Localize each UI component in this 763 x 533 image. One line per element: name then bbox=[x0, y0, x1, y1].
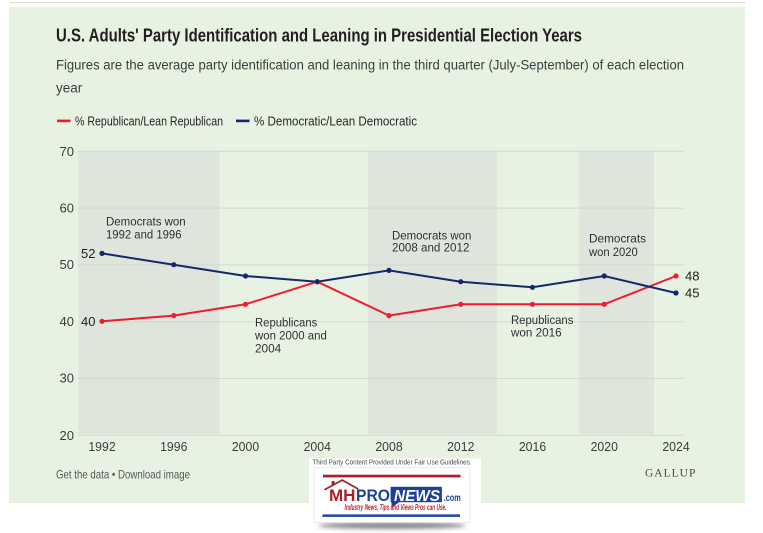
svg-text:48: 48 bbox=[685, 269, 699, 284]
svg-text:2004: 2004 bbox=[255, 342, 281, 356]
svg-text:Democrats won: Democrats won bbox=[392, 228, 471, 242]
svg-text:U.S. Adults' Party Identificat: U.S. Adults' Party Identification and Le… bbox=[56, 26, 582, 46]
svg-text:30: 30 bbox=[60, 370, 74, 385]
svg-text:year: year bbox=[56, 81, 83, 96]
svg-text:won 2020: won 2020 bbox=[588, 245, 638, 259]
svg-text:2024: 2024 bbox=[662, 440, 689, 454]
svg-text:GALLUP: GALLUP bbox=[645, 468, 696, 480]
svg-text:Third Party Content Provided U: Third Party Content Provided Under Fair … bbox=[313, 458, 472, 467]
svg-text:Republicans: Republicans bbox=[255, 316, 317, 330]
svg-text:52: 52 bbox=[81, 246, 95, 261]
svg-text:2004: 2004 bbox=[304, 440, 331, 454]
svg-text:2016: 2016 bbox=[519, 440, 546, 454]
svg-text:2000: 2000 bbox=[232, 440, 259, 454]
svg-text:Democrats won: Democrats won bbox=[106, 215, 186, 229]
svg-text:60: 60 bbox=[60, 201, 74, 216]
svg-text:.com: .com bbox=[444, 492, 461, 504]
svg-text:1992: 1992 bbox=[88, 440, 115, 454]
svg-text:Industry News, Tips and Views: Industry News, Tips and Views Pros can U… bbox=[345, 503, 447, 512]
svg-text:40: 40 bbox=[60, 314, 74, 329]
svg-text:1992 and 1996: 1992 and 1996 bbox=[106, 228, 182, 242]
svg-text:won 2016: won 2016 bbox=[510, 326, 562, 340]
svg-text:2008 and 2012: 2008 and 2012 bbox=[392, 241, 470, 255]
svg-text:40: 40 bbox=[81, 314, 95, 329]
svg-text:NEWS: NEWS bbox=[394, 488, 441, 505]
svg-text:Democrats: Democrats bbox=[589, 232, 646, 246]
svg-text:won 2000 and: won 2000 and bbox=[254, 329, 327, 343]
svg-text:50: 50 bbox=[60, 257, 74, 272]
svg-text:MH: MH bbox=[329, 486, 355, 505]
svg-text:45: 45 bbox=[685, 286, 699, 301]
svg-text:2012: 2012 bbox=[447, 440, 474, 454]
svg-text:Figures are the average party: Figures are the average party identifica… bbox=[56, 58, 684, 73]
svg-text:20: 20 bbox=[60, 428, 74, 443]
svg-text:1996: 1996 bbox=[160, 440, 187, 454]
svg-text:2008: 2008 bbox=[375, 440, 402, 454]
svg-text:Get the data • Download image: Get the data • Download image bbox=[56, 468, 190, 482]
svg-text:Republicans: Republicans bbox=[511, 313, 573, 327]
svg-text:% Republican/Lean Republican: % Republican/Lean Republican bbox=[75, 115, 223, 129]
svg-text:70: 70 bbox=[60, 144, 74, 159]
svg-text:2020: 2020 bbox=[591, 440, 618, 454]
svg-text:% Democratic/Lean Democratic: % Democratic/Lean Democratic bbox=[254, 115, 417, 129]
svg-text:PRO: PRO bbox=[356, 486, 390, 505]
